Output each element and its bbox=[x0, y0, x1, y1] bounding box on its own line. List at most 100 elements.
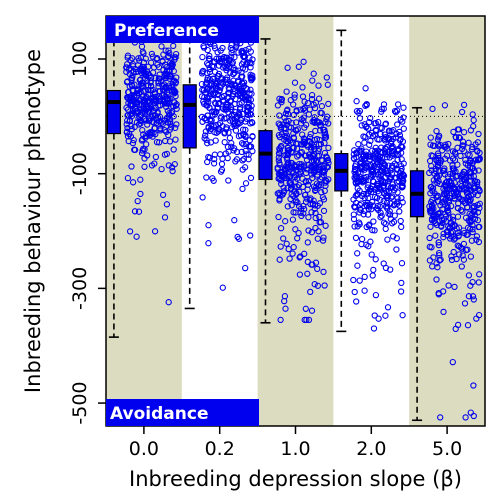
data-point bbox=[455, 200, 462, 207]
data-point bbox=[305, 178, 312, 185]
data-point bbox=[308, 307, 316, 314]
data-point bbox=[459, 208, 466, 215]
data-point bbox=[282, 129, 289, 137]
data-point bbox=[276, 150, 283, 157]
data-point bbox=[249, 133, 256, 140]
data-point bbox=[431, 142, 438, 150]
data-point bbox=[467, 282, 474, 289]
data-point bbox=[428, 244, 435, 251]
data-point bbox=[378, 106, 385, 113]
data-point bbox=[287, 185, 295, 193]
data-point bbox=[353, 108, 361, 115]
data-point bbox=[469, 222, 476, 229]
data-point bbox=[354, 262, 361, 269]
data-point bbox=[170, 146, 177, 153]
data-point bbox=[468, 217, 475, 224]
data-point bbox=[124, 94, 131, 101]
data-point bbox=[161, 127, 168, 134]
data-point bbox=[377, 209, 384, 216]
data-point bbox=[322, 222, 329, 229]
data-point bbox=[281, 293, 289, 300]
data-point bbox=[316, 219, 323, 226]
data-point bbox=[439, 147, 446, 154]
data-point bbox=[243, 60, 250, 67]
data-point bbox=[361, 158, 368, 165]
data-point bbox=[440, 230, 447, 237]
data-point bbox=[124, 124, 131, 132]
data-point bbox=[435, 167, 442, 175]
data-point bbox=[124, 106, 132, 113]
avoidance-tag: Avoidance bbox=[110, 404, 209, 424]
data-point bbox=[441, 182, 449, 189]
data-point bbox=[460, 101, 468, 109]
data-point bbox=[237, 116, 244, 123]
data-point bbox=[370, 218, 377, 225]
data-point bbox=[300, 210, 307, 217]
data-point bbox=[398, 223, 405, 231]
data-point bbox=[459, 252, 466, 259]
data-point bbox=[156, 97, 164, 105]
data-point bbox=[475, 130, 482, 138]
x-tick-label: 0.2 bbox=[205, 438, 235, 460]
data-point bbox=[287, 166, 294, 173]
data-point bbox=[128, 125, 135, 133]
data-point bbox=[235, 91, 242, 98]
data-point bbox=[461, 229, 468, 237]
data-point bbox=[394, 101, 402, 108]
data-point bbox=[294, 153, 301, 160]
data-point bbox=[284, 106, 291, 113]
data-point bbox=[365, 131, 373, 138]
data-point bbox=[400, 160, 407, 167]
data-point bbox=[214, 49, 221, 56]
data-point bbox=[320, 169, 328, 176]
data-point bbox=[391, 107, 399, 115]
data-point bbox=[378, 212, 385, 219]
data-point bbox=[128, 163, 135, 170]
data-point bbox=[277, 243, 284, 250]
data-point bbox=[140, 80, 147, 87]
data-point bbox=[205, 222, 212, 229]
point-clouds bbox=[123, 24, 483, 421]
data-point bbox=[289, 216, 297, 223]
data-point bbox=[449, 358, 456, 366]
y-axis-title: Inbreeding behaviour phenotype bbox=[21, 49, 45, 393]
data-point bbox=[390, 127, 397, 134]
data-point bbox=[320, 196, 328, 203]
data-point bbox=[131, 93, 138, 100]
data-point bbox=[306, 134, 314, 141]
avoidance-tag-bg bbox=[106, 399, 259, 426]
data-point bbox=[151, 228, 159, 235]
data-point bbox=[351, 223, 358, 230]
box-0.2 bbox=[182, 84, 197, 149]
data-point bbox=[313, 180, 321, 187]
data-point bbox=[278, 172, 285, 180]
data-point bbox=[296, 254, 303, 261]
data-point bbox=[367, 185, 375, 192]
data-point bbox=[218, 160, 226, 168]
data-point bbox=[148, 50, 156, 58]
data-point bbox=[245, 45, 252, 52]
data-point bbox=[286, 146, 293, 154]
data-point bbox=[140, 88, 148, 95]
data-point bbox=[200, 67, 207, 75]
data-point bbox=[307, 288, 314, 296]
data-point bbox=[124, 78, 131, 85]
data-point bbox=[319, 237, 327, 244]
data-point bbox=[455, 134, 463, 141]
data-point bbox=[322, 132, 329, 139]
data-point bbox=[249, 72, 256, 79]
data-point bbox=[315, 95, 323, 102]
data-point bbox=[388, 150, 396, 157]
data-point bbox=[382, 121, 389, 128]
data-point bbox=[295, 171, 302, 178]
data-point bbox=[323, 163, 331, 170]
data-point bbox=[242, 147, 249, 155]
data-point bbox=[211, 151, 218, 158]
data-point bbox=[361, 139, 368, 146]
data-point bbox=[238, 79, 246, 87]
y-tick-label: 100 bbox=[69, 41, 91, 77]
data-point bbox=[288, 164, 296, 171]
data-point bbox=[305, 111, 313, 118]
data-point bbox=[300, 105, 307, 113]
data-point bbox=[458, 263, 465, 270]
